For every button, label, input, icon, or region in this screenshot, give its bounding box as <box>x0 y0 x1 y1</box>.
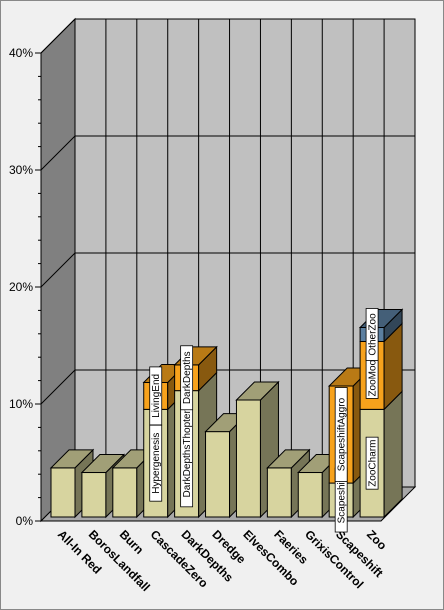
segment-label-box <box>334 387 348 482</box>
segment-label: DarkDepths <box>180 345 194 411</box>
segment-label-box <box>365 308 379 361</box>
segment-label-box <box>180 345 194 411</box>
segment-label: LivingEnd <box>149 366 163 426</box>
bar-top <box>49 449 95 469</box>
segment-label-box <box>149 366 163 426</box>
segment-label-box <box>365 436 379 490</box>
bar-segment <box>81 472 107 518</box>
segment-label-text: DarkDepths <box>182 351 193 404</box>
bar-top <box>80 454 126 474</box>
segment-label-text: ScapeshiftAggro <box>337 397 348 471</box>
gridline-side <box>40 252 76 288</box>
bar-segment <box>266 467 292 518</box>
segment-label-text: DarkDepthsThopter <box>182 410 193 498</box>
y-tick-label: 20% <box>9 280 33 294</box>
category-label: Zoo <box>364 527 389 552</box>
y-tick-label: 40% <box>9 46 33 60</box>
segment-label: DarkDepthsThopter <box>180 400 193 508</box>
bar-segment <box>297 472 323 518</box>
bar-segment <box>50 467 76 518</box>
segment-label-text: ZooCharm <box>368 440 379 487</box>
bar-segment <box>112 467 138 518</box>
segment-label-text: ZooMoon <box>368 354 379 396</box>
segment-label-text: Scapeshift <box>337 476 348 523</box>
bar-top <box>235 381 280 401</box>
y-tick-label: 30% <box>9 163 33 177</box>
y-tick-label: 0% <box>16 514 34 528</box>
segment-label: OtherZoo <box>365 308 379 361</box>
segment-label: ZooCharm <box>365 436 379 490</box>
segment-label: Hypergenesis <box>149 424 162 502</box>
bar-top <box>266 449 311 469</box>
gridline-side <box>40 135 76 171</box>
bar-side <box>383 390 403 519</box>
segment-label-text: Hypergenesis <box>151 433 162 494</box>
bar-segment <box>235 399 261 518</box>
y-tick-label: 10% <box>9 397 33 411</box>
segment-label-text: OtherZoo <box>368 313 379 356</box>
gridline-side <box>40 18 76 54</box>
segment-label: ScapeshiftAggro <box>334 387 348 482</box>
bar-segment <box>205 431 231 518</box>
gridline-side <box>40 369 76 405</box>
segment-label-text: LivingEnd <box>151 374 162 418</box>
